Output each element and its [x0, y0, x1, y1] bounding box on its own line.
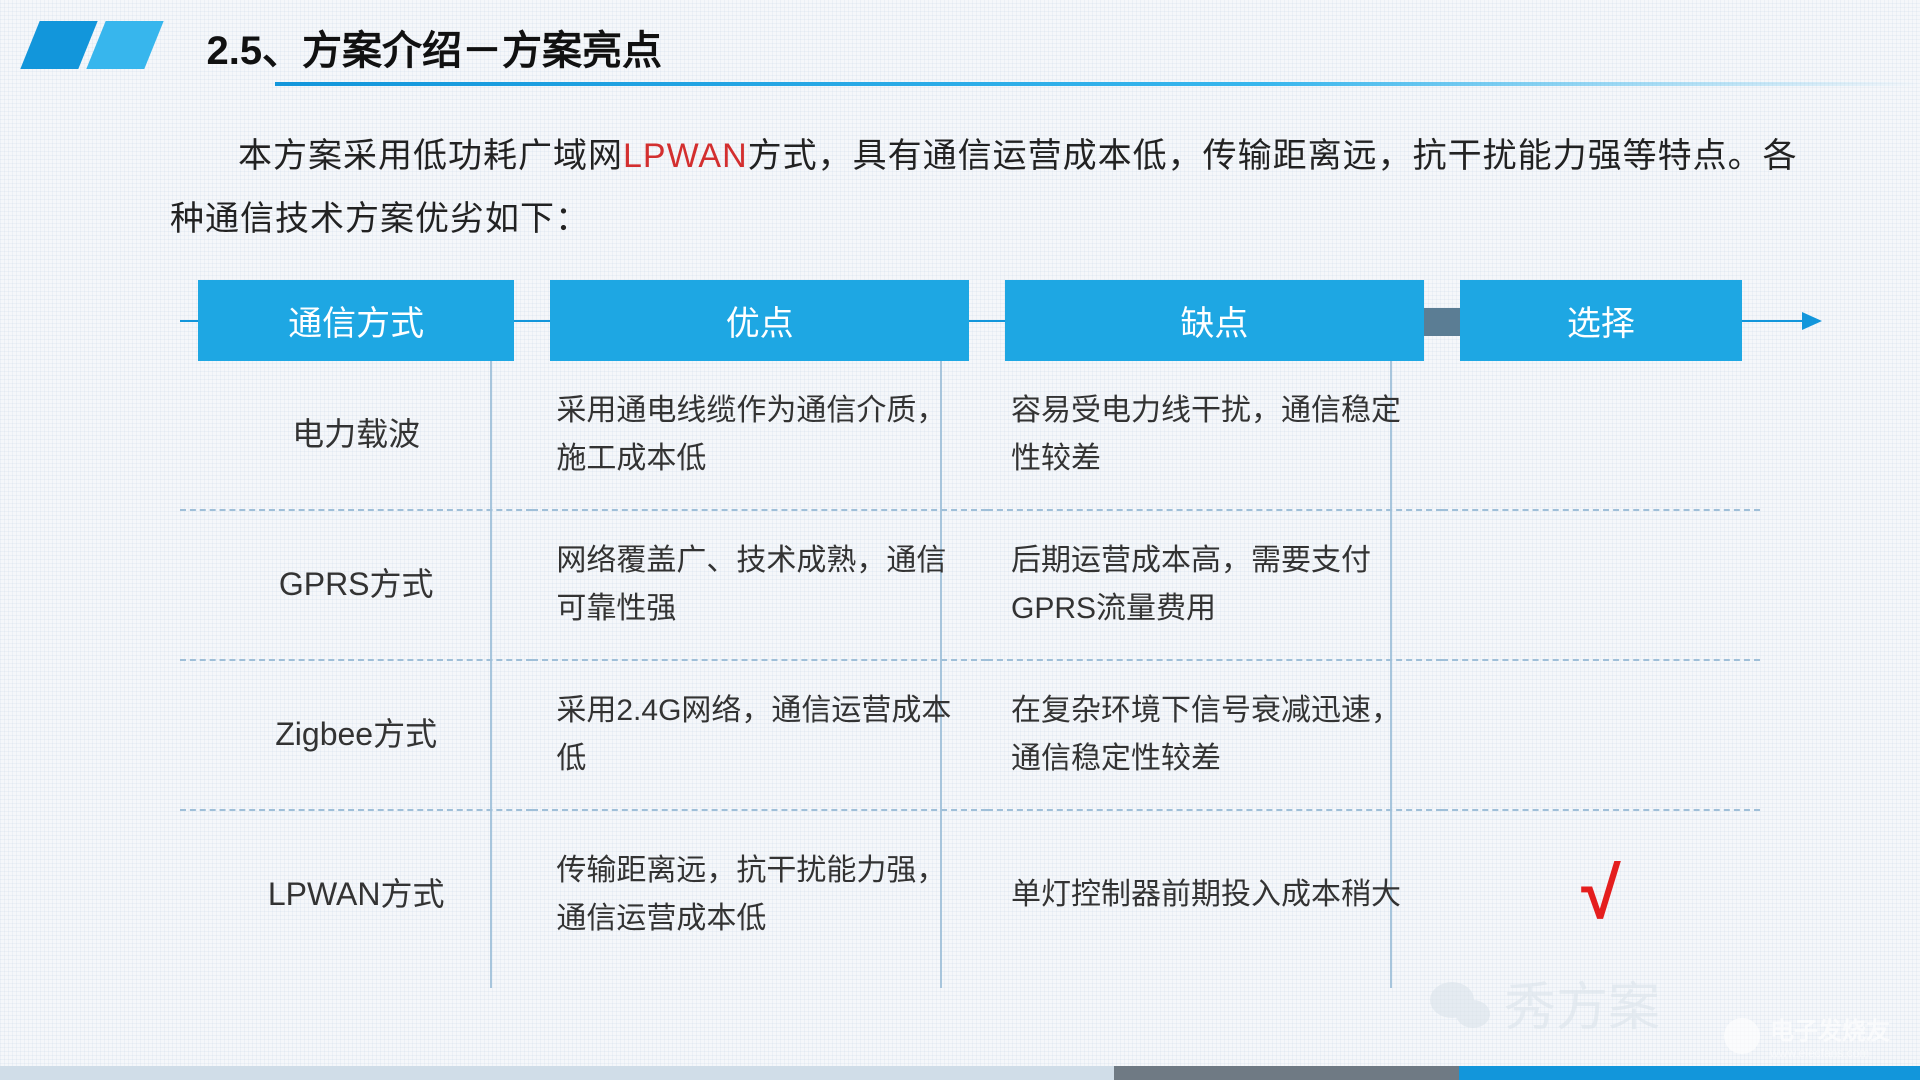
intro-highlight: LPWAN [623, 137, 748, 175]
intro-paragraph: 本方案采用低功耗广域网LPWAN方式，具有通信运营成本低，传输距离远，抗干扰能力… [170, 125, 1800, 251]
row-pro: 传输距离远，抗干扰能力强，通信运营成本低 [532, 810, 987, 978]
site-watermark: 电子发烧友 www.elecfans.com [1724, 1011, 1890, 1060]
site-url: www.elecfans.com [1770, 1046, 1890, 1060]
intro-pre: 本方案采用低功耗广域网 [238, 137, 623, 175]
row-selected [1442, 361, 1760, 510]
table-row: GPRS方式网络覆盖广、技术成熟，通信可靠性强后期运营成本高，需要支付GPRS流… [180, 510, 1760, 660]
row-selected [1442, 660, 1760, 810]
title-decor-icon [30, 21, 154, 74]
table-header-row: 通信方式 优点 缺点 选择 [180, 280, 1760, 361]
row-method: GPRS方式 [180, 510, 532, 660]
col-header-pros: 优点 [550, 280, 969, 361]
check-icon: √ [1581, 854, 1621, 934]
comparison-table-region: 通信方式 优点 缺点 选择 电力载波采用通电线缆作为通信介质，施工成本低容易受电… [180, 280, 1760, 978]
row-con: 在复杂环境下信号衰减迅速，通信稳定性较差 [987, 660, 1442, 810]
col-header-cons: 缺点 [1005, 280, 1424, 361]
row-pro: 采用2.4G网络，通信运营成本低 [532, 660, 987, 810]
table-row: LPWAN方式传输距离远，抗干扰能力强，通信运营成本低单灯控制器前期投入成本稍大… [180, 810, 1760, 978]
slide-title: 2.5、方案介绍－方案亮点 [206, 18, 662, 76]
comparison-table: 通信方式 优点 缺点 选择 电力载波采用通电线缆作为通信介质，施工成本低容易受电… [180, 280, 1760, 978]
title-underline [275, 82, 1920, 86]
site-label: 电子发烧友 [1770, 1018, 1890, 1045]
table-row: 电力载波采用通电线缆作为通信介质，施工成本低容易受电力线干扰，通信稳定性较差 [180, 361, 1760, 510]
row-method: LPWAN方式 [180, 810, 532, 978]
row-method: 电力载波 [180, 361, 532, 510]
site-logo-icon [1724, 1018, 1760, 1054]
wechat-icon [1430, 978, 1490, 1028]
row-pro: 采用通电线缆作为通信介质，施工成本低 [532, 361, 987, 510]
row-con: 后期运营成本高，需要支付GPRS流量费用 [987, 510, 1442, 660]
row-pro: 网络覆盖广、技术成熟，通信可靠性强 [532, 510, 987, 660]
row-con: 容易受电力线干扰，通信稳定性较差 [987, 361, 1442, 510]
row-selected: √ [1442, 810, 1760, 978]
bottom-accent-bars [0, 1066, 1920, 1080]
slide-title-row: 2.5、方案介绍－方案亮点 [30, 18, 1920, 86]
table-row: Zigbee方式采用2.4G网络，通信运营成本低在复杂环境下信号衰减迅速，通信稳… [180, 660, 1760, 810]
row-method: Zigbee方式 [180, 660, 532, 810]
row-selected [1442, 510, 1760, 660]
col-header-method: 通信方式 [198, 280, 514, 361]
col-header-choice: 选择 [1460, 280, 1742, 361]
row-con: 单灯控制器前期投入成本稍大 [987, 810, 1442, 978]
